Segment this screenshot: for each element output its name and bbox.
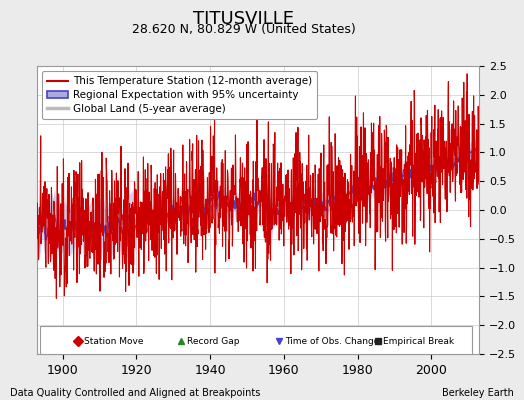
Text: Record Gap: Record Gap [187, 337, 239, 346]
Text: Empirical Break: Empirical Break [384, 337, 455, 346]
Text: Time of Obs. Change: Time of Obs. Change [285, 337, 379, 346]
Text: TITUSVILLE: TITUSVILLE [193, 10, 294, 28]
FancyBboxPatch shape [40, 326, 472, 354]
Text: Station Move: Station Move [84, 337, 144, 346]
Text: Berkeley Earth: Berkeley Earth [442, 388, 514, 398]
Legend: This Temperature Station (12-month average), Regional Expectation with 95% uncer: This Temperature Station (12-month avera… [42, 71, 318, 119]
Text: Data Quality Controlled and Aligned at Breakpoints: Data Quality Controlled and Aligned at B… [10, 388, 261, 398]
Text: 28.620 N, 80.829 W (United States): 28.620 N, 80.829 W (United States) [132, 23, 356, 36]
